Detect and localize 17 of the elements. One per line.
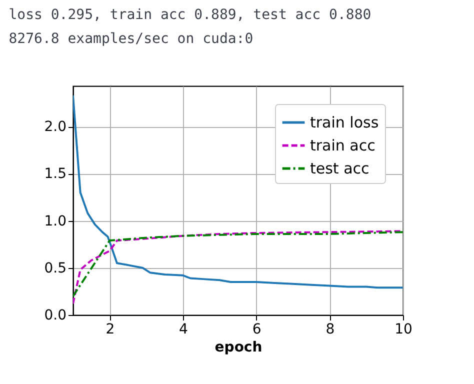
x-tick-label: 6 xyxy=(252,322,262,338)
legend-label: test acc xyxy=(310,160,370,178)
legend-label: train loss xyxy=(310,114,379,132)
x-axis-title: epoch xyxy=(214,340,262,356)
text: 8276.8 examples/sec on cuda:0 xyxy=(8,31,254,47)
x-tick-label: 10 xyxy=(394,322,412,338)
y-tick-label: 1.0 xyxy=(44,213,66,230)
x-tick-label: 2 xyxy=(106,322,115,338)
text: loss 0.295, train acc 0.889, test acc 0.880 xyxy=(8,7,372,23)
y-tick-label: 2.0 xyxy=(44,119,66,136)
y-tick-label: 1.5 xyxy=(44,166,66,182)
y-tick-label: 0.0 xyxy=(44,308,66,324)
y-tick-label: 0.5 xyxy=(44,260,66,276)
x-tick-label: 8 xyxy=(326,322,335,338)
line-series xyxy=(73,94,403,289)
x-tick-label: 4 xyxy=(179,322,188,338)
legend-label: train acc xyxy=(310,136,376,154)
